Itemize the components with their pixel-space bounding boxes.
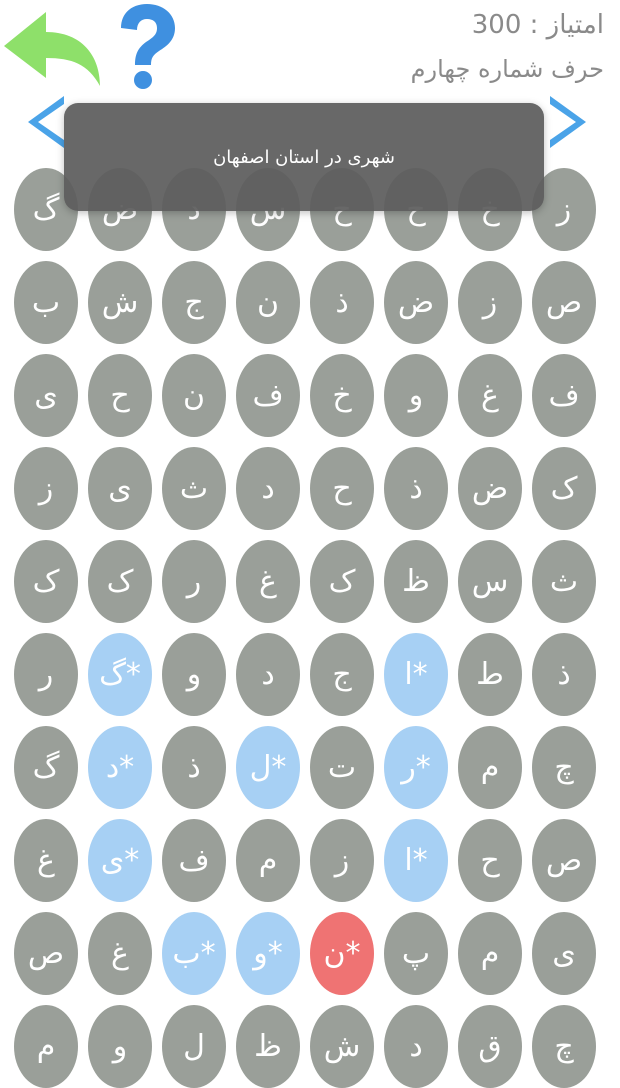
- letter-cell[interactable]: ف: [532, 354, 596, 437]
- letter-cell[interactable]: ف: [236, 354, 300, 437]
- score-text: امتیاز : 300: [472, 10, 604, 40]
- question-mark-icon[interactable]: [113, 4, 179, 90]
- letter-cell[interactable]: ن*: [310, 912, 374, 995]
- letter-cell[interactable]: ذ: [162, 726, 226, 809]
- letter-cell[interactable]: غ: [458, 354, 522, 437]
- letter-cell[interactable]: ح: [88, 354, 152, 437]
- letter-cell[interactable]: ک: [310, 540, 374, 623]
- letter-cell[interactable]: م: [236, 819, 300, 902]
- letter-cell[interactable]: ر: [162, 540, 226, 623]
- letter-cell[interactable]: س: [458, 540, 522, 623]
- letter-cell[interactable]: ج: [310, 633, 374, 716]
- letter-cell[interactable]: د: [236, 633, 300, 716]
- hint-text: شهری در استان اصفهان: [213, 147, 395, 168]
- letter-cell[interactable]: ی*: [88, 819, 152, 902]
- letter-cell[interactable]: ذ: [384, 447, 448, 530]
- letter-cell[interactable]: ر*: [384, 726, 448, 809]
- letter-cell[interactable]: ض: [384, 261, 448, 344]
- letter-cell[interactable]: ص: [14, 912, 78, 995]
- letter-cell[interactable]: ض: [458, 447, 522, 530]
- letter-cell[interactable]: چ: [532, 726, 596, 809]
- letter-cell[interactable]: غ: [14, 819, 78, 902]
- letter-cell[interactable]: گ: [14, 726, 78, 809]
- letter-cell[interactable]: ی: [532, 912, 596, 995]
- letter-cell[interactable]: م: [458, 726, 522, 809]
- letter-cell[interactable]: ی: [88, 447, 152, 530]
- letter-cell[interactable]: غ: [88, 912, 152, 995]
- letter-cell[interactable]: ذ: [310, 261, 374, 344]
- letter-cell[interactable]: د*: [88, 726, 152, 809]
- letter-grid: گضدسححخزبشجنذضزصیحنفخوغفزیثدحذضکککرغکظسث…: [14, 168, 604, 1088]
- letter-cell[interactable]: ظ: [236, 1005, 300, 1088]
- letter-cell[interactable]: و: [162, 633, 226, 716]
- letter-cell[interactable]: ت: [310, 726, 374, 809]
- letter-cell[interactable]: ن: [236, 261, 300, 344]
- letter-cell[interactable]: ب*: [162, 912, 226, 995]
- letter-cell[interactable]: ظ: [384, 540, 448, 623]
- letter-cell[interactable]: ل: [162, 1005, 226, 1088]
- letter-cell[interactable]: ش: [88, 261, 152, 344]
- letter-cell[interactable]: ز: [310, 819, 374, 902]
- letter-cell[interactable]: و: [384, 354, 448, 437]
- letter-cell[interactable]: ا*: [384, 819, 448, 902]
- letter-cell[interactable]: ک: [88, 540, 152, 623]
- letter-cell[interactable]: خ: [310, 354, 374, 437]
- letter-cell[interactable]: و: [88, 1005, 152, 1088]
- letter-cell[interactable]: پ: [384, 912, 448, 995]
- letter-cell[interactable]: ر: [14, 633, 78, 716]
- letter-cell[interactable]: ق: [458, 1005, 522, 1088]
- letter-cell[interactable]: ث: [532, 540, 596, 623]
- letter-cell[interactable]: ط: [458, 633, 522, 716]
- letter-cell[interactable]: د: [384, 1005, 448, 1088]
- hint-toast: شهری در استان اصفهان: [64, 103, 544, 211]
- letter-cell[interactable]: ا*: [384, 633, 448, 716]
- letter-cell[interactable]: ص: [532, 261, 596, 344]
- letter-cell[interactable]: ب: [14, 261, 78, 344]
- letter-cell[interactable]: غ: [236, 540, 300, 623]
- letter-cell[interactable]: ک: [14, 540, 78, 623]
- letter-cell[interactable]: ذ: [532, 633, 596, 716]
- letter-cell[interactable]: چ: [532, 1005, 596, 1088]
- letter-cell[interactable]: م: [14, 1005, 78, 1088]
- top-bar: امتیاز : 300 حرف شماره چهارم: [0, 0, 620, 100]
- letter-cell[interactable]: گ*: [88, 633, 152, 716]
- back-arrow-icon[interactable]: [2, 10, 102, 88]
- letter-cell[interactable]: ل*: [236, 726, 300, 809]
- letter-cell[interactable]: ج: [162, 261, 226, 344]
- letter-cell[interactable]: ح: [458, 819, 522, 902]
- letter-cell[interactable]: ف: [162, 819, 226, 902]
- letter-cell[interactable]: ث: [162, 447, 226, 530]
- letter-cell[interactable]: ح: [310, 447, 374, 530]
- letter-cell[interactable]: ک: [532, 447, 596, 530]
- letter-cell[interactable]: م: [458, 912, 522, 995]
- letter-position-label: حرف شماره چهارم: [411, 55, 604, 83]
- letter-cell[interactable]: ص: [532, 819, 596, 902]
- letter-cell[interactable]: و*: [236, 912, 300, 995]
- letter-cell[interactable]: د: [236, 447, 300, 530]
- letter-cell[interactable]: ز: [14, 447, 78, 530]
- letter-cell[interactable]: ش: [310, 1005, 374, 1088]
- letter-cell[interactable]: ز: [458, 261, 522, 344]
- letter-cell[interactable]: ی: [14, 354, 78, 437]
- letter-cell[interactable]: ن: [162, 354, 226, 437]
